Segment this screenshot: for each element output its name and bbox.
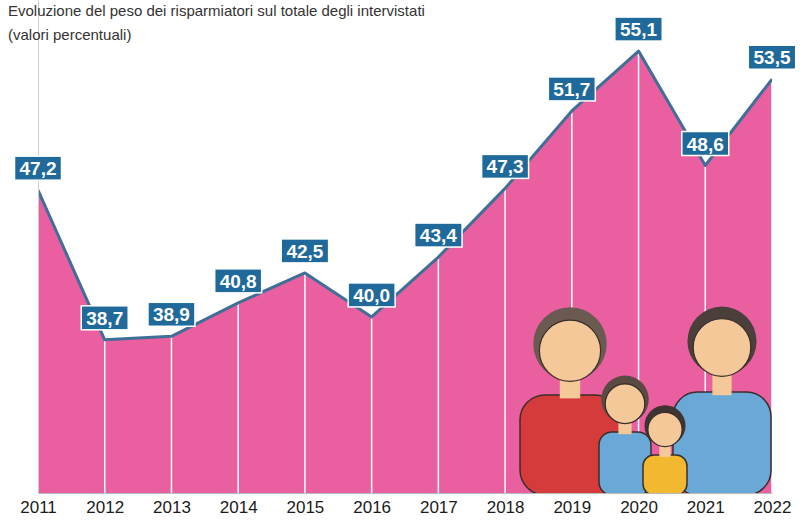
data-label: 47,2 bbox=[15, 156, 62, 180]
x-axis: 2011 2012 2013 2014 2015 2016 2017 2018 2019 2020… bbox=[20, 493, 791, 517]
drop-line bbox=[104, 340, 106, 493]
data-label-text: 38,7 bbox=[86, 308, 123, 329]
data-label: 40,0 bbox=[348, 283, 395, 307]
drop-line bbox=[171, 336, 173, 493]
drop-line bbox=[438, 257, 440, 493]
data-label: 43,4 bbox=[415, 223, 462, 247]
data-label-text: 38,9 bbox=[153, 304, 190, 325]
data-label-text: 51,7 bbox=[553, 79, 590, 100]
x-tick: 2017 bbox=[420, 493, 458, 517]
data-label-text: 47,3 bbox=[487, 156, 524, 177]
data-label-box bbox=[615, 17, 662, 41]
data-label-text: 40,0 bbox=[353, 285, 390, 306]
x-tick: 2021 bbox=[687, 493, 725, 517]
head bbox=[648, 412, 682, 446]
x-tick: 2016 bbox=[353, 493, 391, 517]
x-tick-label: 2022 bbox=[754, 498, 792, 517]
drop-line bbox=[371, 317, 373, 493]
x-tick-label: 2013 bbox=[153, 498, 191, 517]
data-label-text: 43,4 bbox=[420, 225, 457, 246]
data-label-box bbox=[281, 239, 328, 263]
hair bbox=[687, 307, 756, 376]
x-tick-label: 2019 bbox=[553, 498, 591, 517]
x-tick-label: 2016 bbox=[353, 498, 391, 517]
data-label: 38,9 bbox=[148, 302, 195, 326]
x-tick-label: 2021 bbox=[687, 498, 725, 517]
hair bbox=[644, 405, 685, 446]
y-axis-line bbox=[38, 1, 39, 494]
x-tick: 2012 bbox=[86, 493, 124, 517]
head bbox=[539, 320, 600, 381]
x-tick: 2014 bbox=[220, 493, 258, 517]
x-tick: 2011 bbox=[20, 493, 57, 517]
data-label-box bbox=[215, 269, 262, 293]
y-axis bbox=[38, 1, 39, 494]
data-label-box bbox=[548, 77, 595, 101]
data-label-text: 55,1 bbox=[620, 19, 657, 40]
data-label-text: 42,5 bbox=[286, 241, 323, 262]
data-label-box bbox=[348, 283, 395, 307]
x-tick: 2022 bbox=[754, 493, 792, 517]
x-tick-label: 2012 bbox=[86, 498, 124, 517]
hair bbox=[533, 307, 606, 380]
head bbox=[693, 319, 751, 377]
data-label-box bbox=[482, 154, 529, 178]
x-tick-label: 2017 bbox=[420, 498, 458, 517]
plot-area bbox=[38, 51, 772, 493]
subtitle: (valori percentuali) bbox=[8, 26, 131, 43]
drop-line bbox=[237, 303, 239, 493]
data-label: 42,5 bbox=[281, 239, 328, 263]
line bbox=[38, 51, 772, 340]
data-label-box bbox=[682, 132, 729, 156]
data-label: 51,7 bbox=[548, 77, 595, 101]
data-label: 47,3 bbox=[482, 154, 529, 178]
chart: 2011 2012 2013 2014 2015 2016 2017 2018 2019 2020… bbox=[0, 0, 803, 522]
body bbox=[643, 455, 687, 493]
x-tick-label: 2015 bbox=[286, 498, 324, 517]
x-tick-label: 2020 bbox=[620, 498, 658, 517]
x-tick: 2020 bbox=[620, 493, 658, 517]
drop-line bbox=[304, 273, 306, 493]
title: Evoluzione del peso dei risparmiatori su… bbox=[8, 2, 425, 19]
data-label-box bbox=[81, 306, 128, 330]
data-label-box bbox=[148, 302, 195, 326]
data-label-text: 48,6 bbox=[687, 134, 724, 155]
illustration bbox=[520, 307, 771, 493]
data-label-text: 53,5 bbox=[754, 47, 791, 68]
drop-line bbox=[504, 188, 506, 493]
data-label-text: 47,2 bbox=[20, 158, 57, 179]
data-labels: 47,2 38,7 38,9 40,8 42,5 40,0 43,4 47,3 51,7 55,1… bbox=[15, 17, 796, 330]
x-tick: 2018 bbox=[487, 493, 525, 517]
x-tick-label: 2014 bbox=[220, 498, 258, 517]
data-label: 48,6 bbox=[682, 132, 729, 156]
person bbox=[643, 405, 687, 493]
data-label-text: 40,8 bbox=[220, 271, 257, 292]
hair bbox=[601, 376, 649, 424]
drop-line bbox=[638, 51, 640, 493]
data-label: 38,7 bbox=[81, 306, 128, 330]
data-label: 55,1 bbox=[615, 17, 662, 41]
data-label: 53,5 bbox=[748, 45, 795, 69]
x-tick-label: 2018 bbox=[487, 498, 525, 517]
data-label-box bbox=[748, 45, 795, 69]
x-tick: 2019 bbox=[553, 493, 591, 517]
x-tick: 2015 bbox=[286, 493, 324, 517]
x-axis-line bbox=[39, 493, 773, 494]
x-tick: 2013 bbox=[153, 493, 191, 517]
x-tick-label: 2011 bbox=[20, 498, 57, 517]
data-label: 40,8 bbox=[215, 269, 262, 293]
head bbox=[605, 384, 645, 424]
data-label-box bbox=[15, 156, 62, 180]
data-label-box bbox=[415, 223, 462, 247]
area bbox=[38, 51, 772, 493]
